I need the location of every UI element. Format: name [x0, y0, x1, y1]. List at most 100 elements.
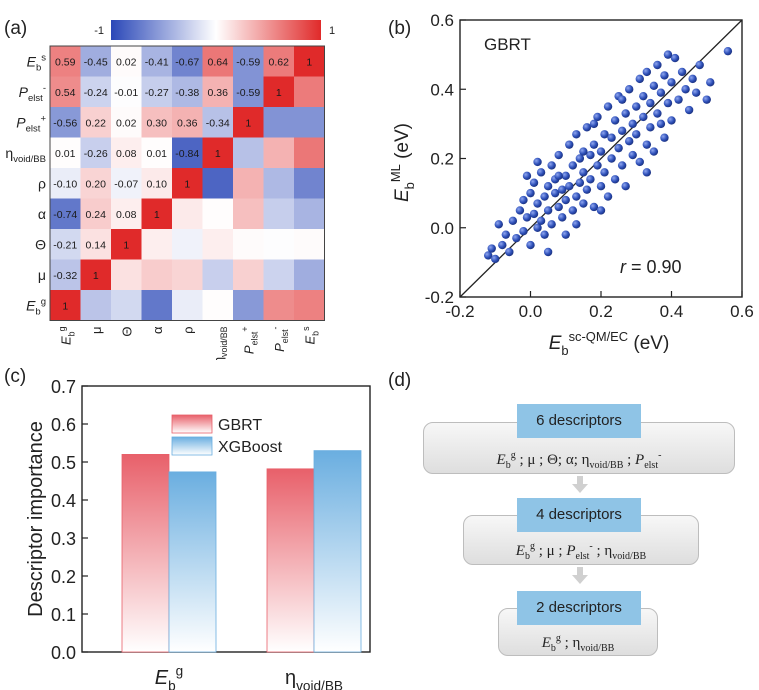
heatmap-col-label: μ: [89, 327, 104, 335]
scatter-point: [561, 171, 570, 181]
scatter-plot: -0.2 0.0 0.2 0.4 0.6 -0.2 0.0 0.2 0.4 0.6 GBRT r = …: [388, 11, 754, 358]
scatter-point: [533, 223, 542, 232]
scatter-point: [565, 182, 574, 191]
heatmap-col-label: Pelst-: [270, 326, 290, 351]
heatmap-cell: [233, 168, 264, 199]
scatter-point: [681, 85, 690, 94]
y-tick-label: 0.1: [51, 605, 76, 625]
heatmap-cell: [172, 107, 203, 138]
heatmap-cell: [263, 137, 295, 169]
flow-head-4: 4 descriptors: [517, 498, 641, 532]
heatmap-cell: [202, 198, 234, 230]
heatmap-cell: [80, 168, 112, 199]
heatmap-value-label: -0.24: [84, 87, 108, 99]
heatmap-value-label: -0.59: [236, 87, 260, 99]
heatmap-col-label: ρ: [180, 327, 195, 334]
scatter-point: [639, 112, 648, 122]
category-label: Ebg: [155, 664, 183, 690]
heatmap-cell: [233, 137, 264, 169]
heatmap-cell: [202, 107, 234, 138]
scatter-point: [677, 67, 687, 77]
heatmap-cell: [202, 259, 234, 291]
heatmap-cell: [263, 198, 295, 230]
scatter-point: [579, 168, 588, 177]
x-tick-label: 0.2: [589, 302, 613, 321]
heatmap-cell: [141, 46, 173, 77]
scatter-point: [653, 60, 662, 70]
heatmap-cell: [202, 46, 234, 77]
scatter-point: [667, 116, 676, 125]
heatmap-cell: [263, 76, 295, 108]
heatmap-cell: [294, 76, 325, 108]
scatter-point: [522, 213, 532, 222]
heatmap-cell: [141, 229, 173, 260]
heatmap-row-label: Ebg: [26, 296, 46, 317]
heatmap-cell: [263, 259, 295, 291]
scatter-point: [572, 130, 581, 139]
colorbar-max-label: 1: [329, 25, 335, 37]
scatter-point: [561, 230, 570, 239]
scatter-point: [646, 98, 655, 108]
heatmap-value-label: 1: [154, 209, 160, 221]
scatter-point: [617, 95, 627, 104]
heatmap-value-label: 0.54: [55, 87, 76, 99]
heatmap-value-label: -0.34: [206, 117, 230, 129]
heatmap-cell: [294, 168, 325, 199]
heatmap-cell: [111, 168, 142, 199]
y-tick-label: 0.6: [430, 11, 454, 30]
heatmap-value-label: 1: [276, 87, 282, 99]
heatmap-value-label: -0.32: [53, 270, 77, 282]
scatter-point: [543, 182, 553, 191]
scatter-point: [635, 74, 644, 84]
heatmap-cell: [294, 107, 325, 138]
heatmap-cell: [202, 229, 234, 260]
heatmap-cell: [233, 107, 264, 138]
bar-xgboost: [313, 450, 362, 653]
scatter-point: [628, 150, 637, 160]
scatter-point: [536, 216, 546, 226]
heatmap-col-label: ηvoid/BB: [211, 326, 229, 360]
correlation-heatmap-panel: -1 1 0.59 -0.45 0.02 -0.41 -0.67 0.64 -0.59 0.62 1…: [0, 0, 380, 360]
heatmap-col-label: Ebs: [301, 326, 321, 345]
scatter-point: [610, 116, 620, 125]
heatmap-value-label: 0.20: [86, 178, 107, 190]
heatmap-cell: [111, 290, 142, 321]
heatmap-row-label: ηvoid/BB: [5, 145, 46, 165]
y-tick-label: 0.3: [51, 529, 76, 549]
scatter-point: [505, 247, 514, 257]
heatmap-col-label: α: [150, 326, 165, 334]
category-label: ηvoid/BB: [285, 667, 343, 690]
scatter-point: [533, 199, 542, 208]
scatter-point: [586, 175, 595, 184]
heatmap-cell: [111, 107, 142, 138]
scatter-point: [702, 95, 711, 104]
heatmap-cell: [202, 76, 234, 108]
y-tick-label: 0.6: [51, 415, 76, 435]
scatter-point: [603, 192, 613, 201]
heatmap-value-label: 0.01: [147, 148, 168, 160]
bar-gbrt: [121, 454, 170, 653]
scatter-point: [632, 130, 641, 139]
scatter-point: [540, 192, 549, 201]
scatter-point: [596, 182, 606, 191]
heatmap-value-label: -0.67: [175, 56, 199, 68]
scatter-point: [603, 102, 613, 111]
heatmap-col-label: Pelst+: [240, 327, 260, 355]
correlation-annotation: r = 0.90: [620, 257, 682, 277]
scatter-point: [529, 178, 539, 187]
heatmap-value-label: 1: [184, 178, 190, 190]
scatter-point: [593, 161, 602, 170]
scatter-point: [519, 227, 528, 236]
panel-label-a: (a): [4, 18, 28, 39]
heatmap-cell: [233, 290, 264, 321]
scatter-point: [663, 98, 673, 108]
heatmap-cell: [141, 107, 173, 138]
y-tick-label: 0.4: [51, 491, 76, 511]
heatmap-cell: [50, 198, 81, 230]
scatter-point: [491, 254, 500, 264]
scatter-point: [660, 133, 669, 142]
heatmap-cell: [80, 259, 112, 291]
heatmap-cell: [50, 290, 81, 321]
scatter-point: [512, 233, 521, 243]
scatter-point: [674, 95, 683, 104]
